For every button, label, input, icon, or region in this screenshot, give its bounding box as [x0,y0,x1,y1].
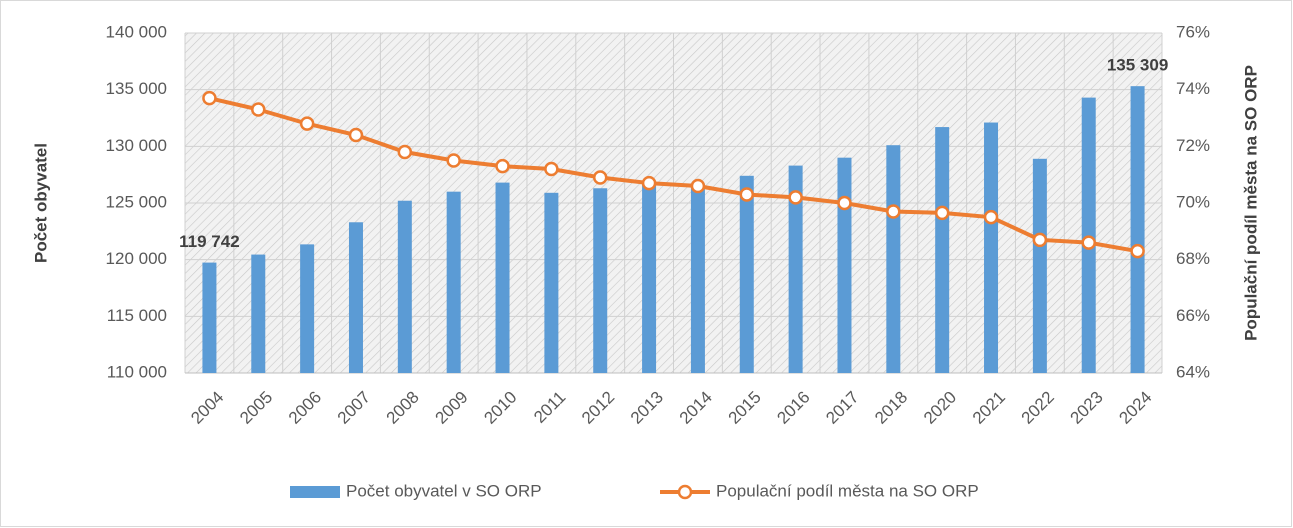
line-marker [1032,232,1048,248]
line-marker [348,127,364,143]
y2-tick-label: 74% [1176,79,1210,98]
line-marker [886,204,901,219]
line-marker [983,209,999,225]
bar [984,122,999,374]
y-axis-title: Počet obyvatel [31,143,50,263]
y2-tick-label: 68% [1176,249,1210,268]
bar [544,192,559,373]
bar [1081,97,1096,373]
bar [690,183,705,373]
bar [886,145,901,373]
bar [397,200,412,373]
y-tick-label: 110 000 [107,362,167,381]
y2-tick-label: 70% [1176,192,1210,211]
line-marker [592,170,608,185]
line-marker [934,205,950,221]
y-tick-label: 115 000 [107,306,167,325]
line-marker [788,190,803,205]
y2-tick-label: 76% [1176,22,1210,41]
y2-axis-title: Populační podíl města na SO ORP [1241,65,1260,341]
line-marker [837,195,852,211]
bar [837,157,852,373]
bar [642,181,657,373]
y2-tick-label: 64% [1176,362,1210,381]
bar [1130,86,1145,373]
legend-swatch [290,486,340,498]
bar [495,182,510,373]
line-marker [641,175,657,191]
bar [1032,158,1047,373]
legend-label: Populační podíl města na SO ORP [716,481,979,500]
bar [446,191,461,373]
line [208,96,1138,254]
y-tick-label: 130 000 [106,136,167,155]
y-tick-label: 125 000 [106,192,167,211]
legend-marker [677,484,693,500]
line-marker [495,158,510,174]
bar [300,244,315,373]
bar [788,165,803,373]
bar [251,254,266,373]
bar [935,127,950,373]
line-marker [544,161,559,177]
line-marker [299,116,315,131]
y2-tick-label: 66% [1176,306,1210,325]
line-marker [1130,243,1145,259]
line-marker [1081,235,1096,250]
y-tick-label: 140 000 [106,22,167,41]
y2-tick-label: 72% [1176,136,1210,155]
line-marker [446,153,461,168]
legend-label: Počet obyvatel v SO ORP [346,481,542,500]
line-marker [739,187,755,202]
bar [593,188,608,373]
line-marker [251,102,266,117]
bar [739,175,754,373]
data-label: 135 309 [1107,56,1168,75]
data-label: 119 742 [179,232,240,251]
line-marker [202,90,217,106]
line-marker [397,144,413,160]
line-marker [690,178,706,194]
y-tick-label: 135 000 [106,79,167,98]
bar [348,222,363,373]
bar [202,262,217,373]
y-tick-label: 120 000 [106,249,167,268]
